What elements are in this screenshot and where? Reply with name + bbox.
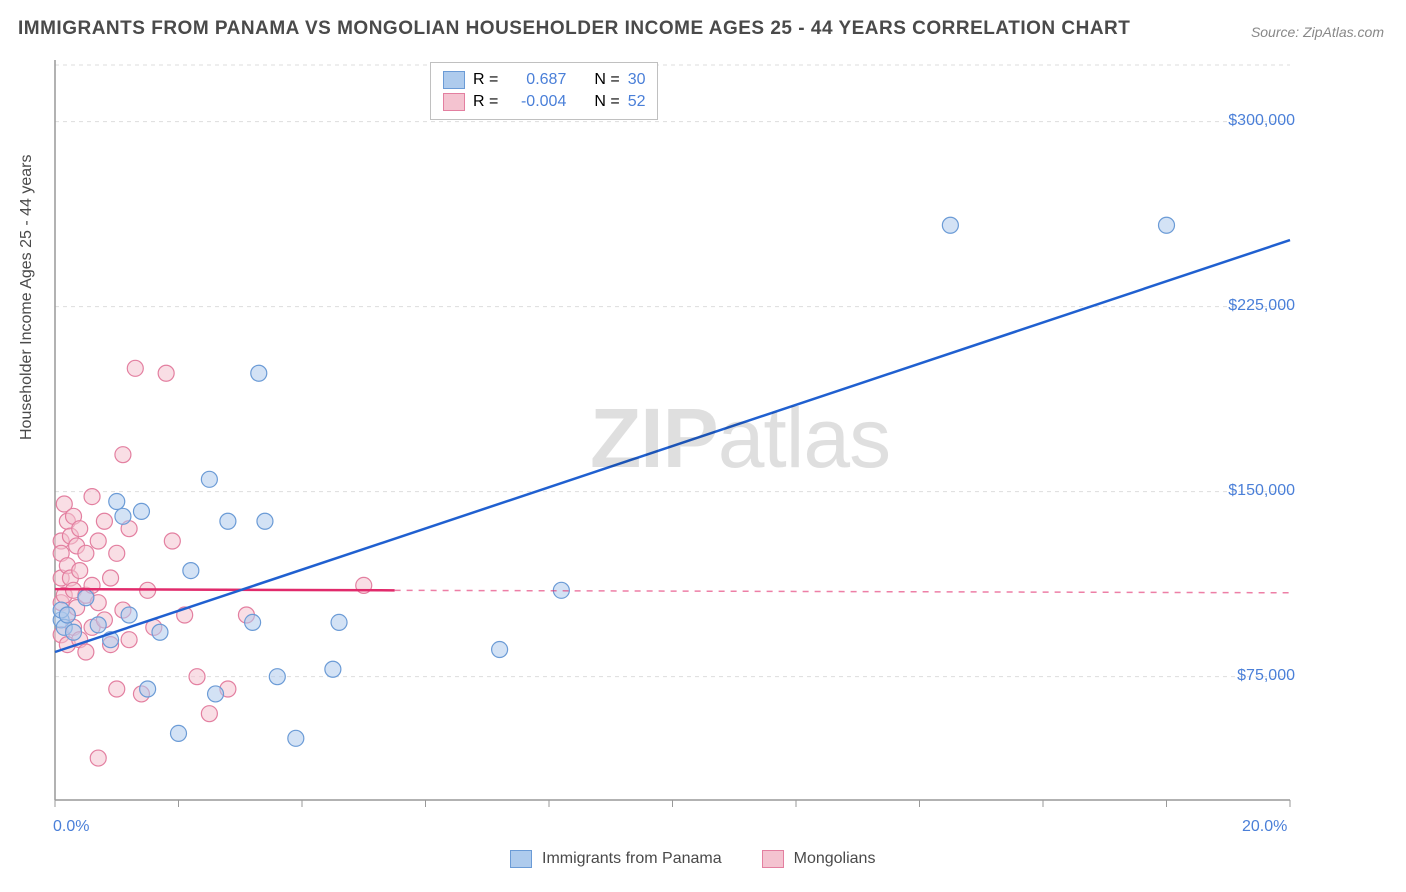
x-tick-label: 20.0% [1242, 818, 1287, 836]
n-label: N = [594, 93, 619, 111]
y-tick-label: $75,000 [1205, 667, 1295, 685]
y-tick-label: $150,000 [1205, 482, 1295, 500]
chart-title: IMMIGRANTS FROM PANAMA VS MONGOLIAN HOUS… [18, 18, 1130, 40]
chart-svg [50, 55, 1350, 825]
y-axis-label: Householder Income Ages 25 - 44 years [18, 155, 36, 441]
legend-label-panama: Immigrants from Panama [542, 850, 722, 868]
n-value-panama: 30 [628, 71, 646, 89]
swatch-mongolians-bottom [762, 850, 784, 868]
y-tick-label: $300,000 [1205, 112, 1295, 130]
x-tick-label: 0.0% [53, 818, 89, 836]
source-attribution: Source: ZipAtlas.com [1251, 24, 1384, 40]
series-legend: Immigrants from Panama Mongolians [510, 850, 875, 868]
r-label: R = [473, 71, 498, 89]
legend-row-panama: R = 0.687 N = 30 [443, 69, 645, 91]
r-value-mongolians: -0.004 [506, 93, 566, 111]
y-tick-label: $225,000 [1205, 297, 1295, 315]
n-label: N = [594, 71, 619, 89]
swatch-mongolians [443, 93, 465, 111]
r-value-panama: 0.687 [506, 71, 566, 89]
r-label: R = [473, 93, 498, 111]
legend-row-mongolians: R = -0.004 N = 52 [443, 91, 645, 113]
swatch-panama-bottom [510, 850, 532, 868]
scatter-plot [50, 55, 1350, 825]
n-value-mongolians: 52 [628, 93, 646, 111]
legend-label-mongolians: Mongolians [794, 850, 876, 868]
swatch-panama [443, 71, 465, 89]
correlation-legend: R = 0.687 N = 30 R = -0.004 N = 52 [430, 62, 658, 120]
